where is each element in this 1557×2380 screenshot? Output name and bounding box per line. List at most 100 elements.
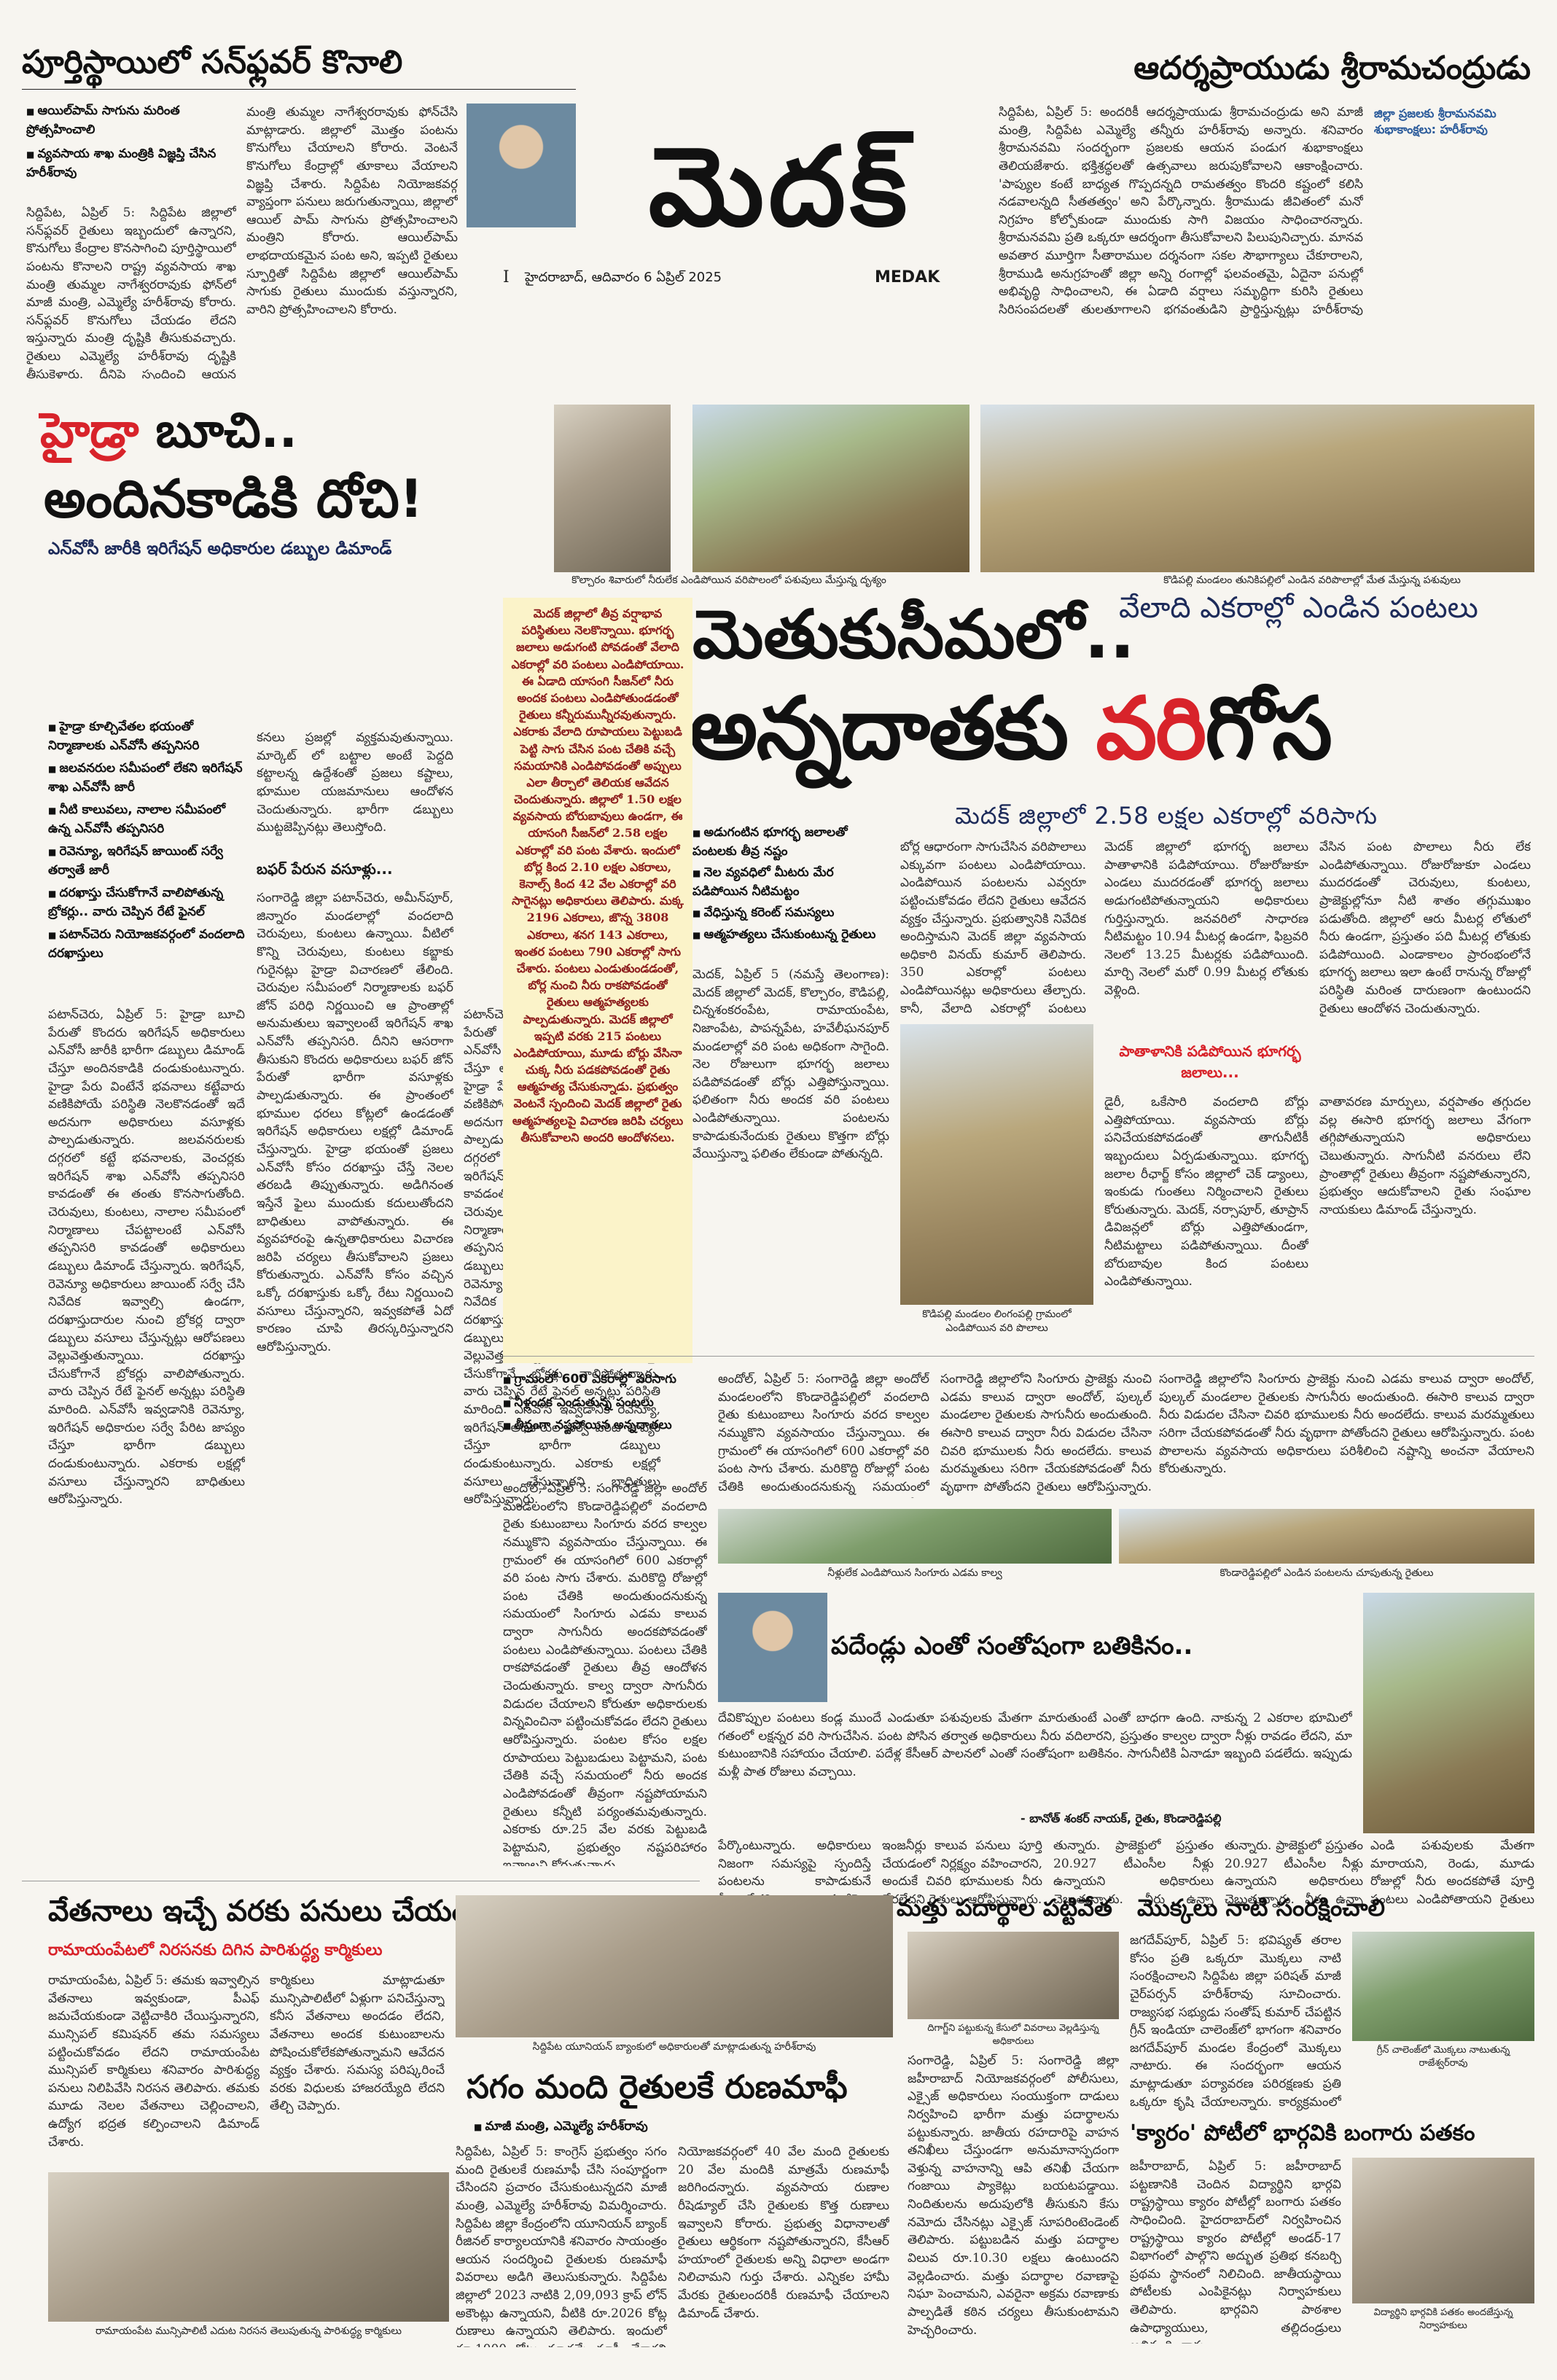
drugs-photo-caption: దిగాగ్జ్‌ని పట్టుకున్న కేసులో వివరాలు వె… xyxy=(927,2023,1099,2047)
loan-bullet: మాజీ మంత్రి, ఎమ్మెల్యే హరీశ్‌రావు xyxy=(474,2118,648,2137)
lead-body-col-f: వాతావరణ మార్పులు, వర్షపాతం తగ్గుదల వల్ల … xyxy=(1319,1095,1531,1217)
sunflower-body-right: మంత్రి తుమ్మల నాగేశ్వరరావుకు ఫోన్‌చేసి మ… xyxy=(246,105,458,318)
carrom-headline: 'క్యారం' పోటీలో భార్గవికి బంగారు పతకం xyxy=(1130,2120,1475,2146)
lead-headline-red: వరి xyxy=(1096,678,1206,779)
lead-headline-part-b: గోస xyxy=(1205,678,1332,779)
wages-headline: వేతనాలు ఇచ్చే వరకు పనులు చేయం xyxy=(48,1895,467,1928)
wages-subhead: రామాయంపేటలో నిరసనకు దిగిన పారిశుద్ధ్య కా… xyxy=(48,1941,383,1959)
hydra-body-col1: పటాన్‌చెరు, ఏప్రిల్ 5: హైడ్రా బూచి పేరుత… xyxy=(48,1007,245,1507)
lead-body-col-b: మెదక్, ఏప్రిల్ 5 (నమస్తే తెలంగాణ): మెదక్… xyxy=(692,967,889,1162)
sunflower-body-left: సిద్దిపేట, ఏప్రిల్ 5: సిద్దిపేట జిల్లాలో… xyxy=(26,206,236,379)
lead-subhead: మెదక్ జిల్లాలో 2.58 లక్షల ఎకరాల్లో వరిసా… xyxy=(955,802,1378,830)
andole-bullets: గ్రామంలో 600 ఎకరాల్లో వరిసాగు నీళ్లందక ఎ… xyxy=(503,1370,714,1435)
andole-bullet: గ్రామంలో 600 ఎకరాల్లో వరిసాగు xyxy=(503,1370,714,1389)
wages-body-2: కార్మికులు మాట్లాడుతూ మున్సిపాలిటీలో ఏళ్… xyxy=(270,1973,445,2114)
lead-bullet: నెల వ్యవధిలో మీటరు మేర పడిపోయిన నీటిమట్ట… xyxy=(692,864,889,901)
andole-photo-canal xyxy=(718,1509,1112,1564)
carrom-body: జహీరాబాద్, ఏప్రిల్ 5: జహీరాబాద్ పట్టణాని… xyxy=(1130,2159,1341,2344)
quote-text: దేవికొప్పుల పంటలు కండ్ల ముందే ఎండుతూ పశు… xyxy=(718,1711,1352,1779)
hydra-subhead: ఎన్‌వోసీ జారీకి ఇరిగేషన్ అధికారుల డబ్బుల… xyxy=(48,539,392,558)
hydra-bullet: పటాన్‌చెరు నియోజకవర్గంలో వందలాది దరఖాస్త… xyxy=(48,926,245,963)
sunflower-bullets: ఆయిల్‌పామ్ సాగును మరింత ప్రోత్సహించాలి వ… xyxy=(26,102,230,182)
hydra-body-col2b: సంగారెడ్డి జిల్లా పటాన్‌చెరు, అమీన్‌పూర్… xyxy=(257,891,453,1355)
quote-body-after-2: ఇంజనీర్లు కాలువ పనులు పూర్తి చేయడంలో నిర… xyxy=(882,1838,1042,1907)
andole-body: అందోల్, ఏప్రిల్ 5: సంగారెడ్డి జిల్లా అంద… xyxy=(503,1481,707,1866)
andole-caption-right: కొండారెడ్డిపల్లిలో ఎండిన పంటలను చూపుతున్… xyxy=(1220,1567,1434,1579)
lead-headline-part-a: అన్నదాతకు xyxy=(689,678,1096,779)
rama-caption: జిల్లా ప్రజలకు శ్రీరామనవమి శుభాకాంక్షలు:… xyxy=(1374,106,1496,137)
drugs-body: సంగారెడ్డి, ఏప్రిల్ 5: సంగారెడ్డి జిల్లా… xyxy=(908,2053,1119,2338)
sunflower-bullet: ఆయిల్‌పామ్ సాగును మరింత ప్రోత్సహించాలి xyxy=(26,102,230,139)
lead-photo-top-right xyxy=(980,405,1534,572)
hydra-bullet: హైడ్రా కూల్చివేతల భయంతో నిర్మాణాలకు ఎన్‌… xyxy=(48,718,245,755)
hydra-bullets: హైడ్రా కూల్చివేతల భయంతో నిర్మాణాలకు ఎన్‌… xyxy=(48,718,245,963)
lead-headline-line2: అన్నదాతకు వరిగోస xyxy=(689,681,1332,776)
carrom-photo xyxy=(1352,2158,1534,2303)
plants-photo xyxy=(1352,1932,1534,2041)
lead-photo-mid xyxy=(900,1024,1093,1305)
loan-body: సిద్దిపేట, ఏప్రిల్ 5: కాంగ్రెస్ ప్రభుత్వ… xyxy=(456,2145,667,2347)
quote-body-after-5: తున్నారు. ప్రాజెక్టులో ప్రస్తుతం 20.927 … xyxy=(1225,1838,1363,1907)
lead-bullet: ఆత్మహత్యలు చేసుకుంటున్న రైతులు xyxy=(692,926,889,945)
andole-body-2: అందోల్, ఏప్రిల్ 5: సంగారెడ్డి జిల్లా అంద… xyxy=(718,1372,929,1498)
hydra-headline-line2: అందినకాడికి దోచి! xyxy=(44,468,424,529)
loan-headline: సగం మంది రైతులకే రుణమాఫీ xyxy=(467,2069,848,2106)
page-marker: I xyxy=(503,268,510,286)
lead-bullet: అడుగంటిన భూగర్భ జలాలతో పంటలకు తీవ్ర నష్ట… xyxy=(692,824,889,861)
wages-body: రామాయంపేట, ఏప్రిల్ 5: తమకు ఇవ్వాల్సిన వే… xyxy=(48,1973,260,2150)
photo-caption-top-left: కొల్చారం శివారులో నీరులేక ఎండిపోయిన వరిప… xyxy=(571,574,886,586)
plants-body: జగదేవ్‌పూర్, ఏప్రిల్ 5: భవిష్యత్ తరాల కో… xyxy=(1130,1933,1341,2114)
sunflower-headline: పూర్తిస్థాయిలో సన్‌ఫ్లవర్ కొనాలి xyxy=(22,44,403,81)
rama-body: సిద్దిపేట, ఏప్రిల్ 5: అందరికీ ఆదర్శప్రాయ… xyxy=(999,105,1363,318)
hydra-body-col2: కనలు ప్రజల్లో వ్యక్తమవుతున్నాయి. మార్కెట… xyxy=(257,730,453,835)
sunflower-bullet: వ్యవసాయ శాఖ మంత్రికి విజ్ఞప్తి చేసిన హరీ… xyxy=(26,145,230,182)
andole-body-3: సంగారెడ్డి జిల్లాలోని సింగూరు ప్రాజెక్టు… xyxy=(940,1372,1152,1498)
andole-bullet: నీళ్లందక ఎండుతున్న పంటలు xyxy=(503,1394,714,1413)
drugs-photo xyxy=(908,1932,1119,2019)
quote-farmer-photo xyxy=(718,1593,827,1702)
andole-photo-farmers xyxy=(1119,1509,1534,1564)
wages-photo-caption: రామాయంపేట మున్సిపాలిటీ ఎదుట నిరసన తెలుపు… xyxy=(95,2325,402,2337)
quote-headline: పదేండ్లు ఎంతో సంతోషంగా బతికినం.. xyxy=(831,1631,1193,1661)
andole-body-4: సంగారెడ్డి జిల్లాలోని సింగూరు ప్రాజెక్టు… xyxy=(1159,1372,1534,1477)
quote-body-after-3: తున్నారు. ప్రాజెక్టులో ప్రస్తుతం 20.927 … xyxy=(1053,1838,1214,1907)
quote-byline: - బానోత్ శంకర్ నాయక్, రైతు, కొండారెడ్డిప… xyxy=(1021,1811,1222,1825)
lead-body-col-e: డైరీ, ఒకేసారి వందలాది బోర్లు ఎత్తిపోయాయి… xyxy=(1104,1095,1308,1290)
hydra-bullet: దరఖాస్తు చేసుకోగానే వాలిపోతున్న బ్రోకర్ల… xyxy=(48,884,245,921)
masthead-title: మెదక్ xyxy=(648,124,912,251)
lead-body-col-d: వేసిన పంట పొలాలు నీరు లేక ఎండిపోతున్నాయి… xyxy=(1319,840,1531,1016)
sunflower-photo xyxy=(467,104,576,227)
drugs-headline: మత్తు పదార్థాల పట్టివేత xyxy=(897,1894,1112,1921)
carrom-photo-caption: విద్యార్థిని భార్గవికి పతకం అందజేస్తున్న… xyxy=(1373,2307,1513,2331)
photo-caption-top-right: కొడిపల్లి మండలం తునికిపల్లిలో ఎండిన వరిప… xyxy=(1163,574,1461,586)
plants-photo-caption: గ్రీన్ చాలెంజ్‌లో మొక్కలు నాటుతున్న రాజే… xyxy=(1376,2045,1510,2069)
quote-body-after-4: ఎండి పశువులకు మేతగా మారాయని, రెండు, మూడు… xyxy=(1370,1838,1534,1907)
andole-caption-left: నీళ్లులేక ఎండిపోయిన సింగూరు ఎడమ కాల్వ xyxy=(827,1567,1002,1579)
hydra-bullet: నీటి కాలువలు, నాలాల సమీపంలో ఉన్న ఎన్‌వోస… xyxy=(48,801,245,838)
wages-photo xyxy=(48,2172,449,2322)
masthead-dateline: హైదరాబాద్, ఆదివారం 6 ఏప్రిల్ 2025 xyxy=(525,270,722,285)
hydra-bullet: రెవెన్యూ, ఇరిగేషన్ జాయింట్ సర్వే తర్వాతే… xyxy=(48,843,245,880)
andole-bullet: తీవ్రంగా నష్టపోయిన అన్నదాతలు xyxy=(503,1416,714,1435)
hydra-photo xyxy=(554,405,671,572)
lead-bullet: వేధిస్తున్న కరెంట్ సమస్యలు xyxy=(692,904,889,923)
lead-headline-line1: మెతుకుసీమలో.. xyxy=(692,596,1136,674)
masthead-edition: MEDAK xyxy=(875,268,940,286)
lead-shaded-box: మెదక్ జిల్లాలో తీవ్ర వర్షాభావ పరిస్థితుల… xyxy=(503,598,692,1363)
loan-photo xyxy=(456,1895,893,2037)
photo-caption-bottom-mid: కొడిపల్లి మండలం లింగంపల్లి గ్రామంలో ఎండి… xyxy=(922,1308,1072,1334)
loan-body-2: నియోజకవర్గంలో 40 వేల మంది రైతులకు 20 వేల… xyxy=(678,2145,889,2321)
plants-headline: మొక్కలు నాటి సంరక్షించాలి xyxy=(1137,1894,1385,1921)
loan-photo-caption: సిద్దిపేట యూనియన్ బ్యాంకులో అధికారులతో మ… xyxy=(532,2041,816,2053)
lead-bullets: అడుగంటిన భూగర్భ జలాలతో పంటలకు తీవ్ర నష్ట… xyxy=(692,824,889,944)
lead-sub-label: పాతాళానికి పడిపోయిన భూగర్భ జలాలు... xyxy=(1119,1042,1301,1081)
hydra-headline-red: హైడ్రా xyxy=(40,402,139,459)
hydra-headline: హైడ్రా బూచి.. xyxy=(40,402,297,459)
rama-headline: ఆదర్శప్రాయుడు శ్రీరామచంద్రుడు xyxy=(1133,50,1531,87)
hydra-sub-label: బఫర్ పేరున వసూళ్లు... xyxy=(257,860,393,878)
lead-body-col-a: బోర్ల ఆధారంగా సాగుచేసిన వరిపొలాలు ఎక్కువ… xyxy=(900,840,1086,1016)
lead-photo-top-left xyxy=(692,405,969,572)
hydra-headline-rest: బూచి.. xyxy=(155,402,297,459)
lead-body-col-c: మెదక్ జిల్లాలో భూగర్భ జలాలు పాతాళానికి ప… xyxy=(1104,840,1308,999)
quote-side-photo xyxy=(1363,1593,1534,1833)
